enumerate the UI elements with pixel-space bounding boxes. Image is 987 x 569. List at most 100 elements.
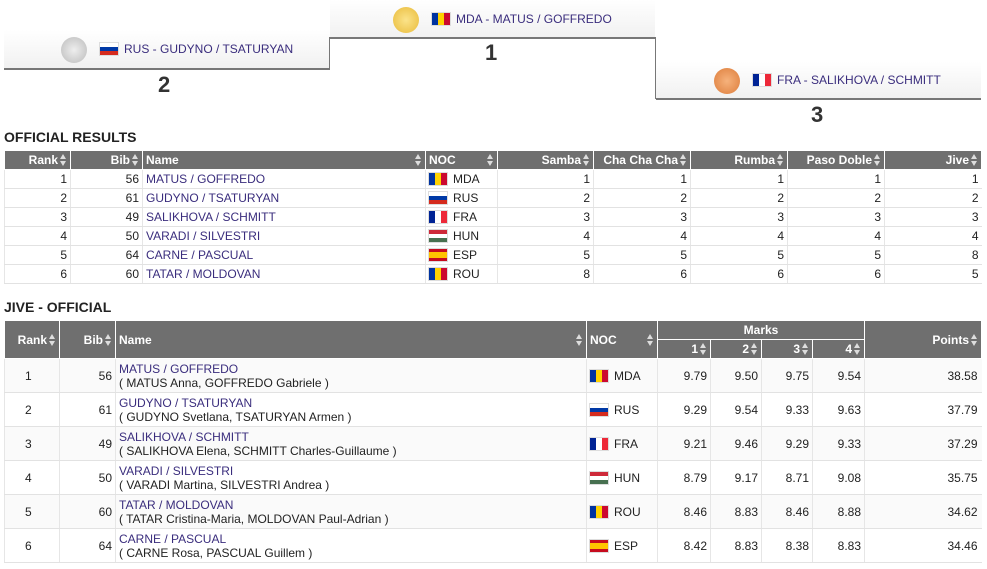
element (680, 154, 687, 166)
flag (590, 539, 608, 552)
label: Points (932, 332, 969, 347)
couple-name[interactable]: GUDYNO / TSATURYAN (119, 395, 253, 410)
label: OFFICIAL RESULTS (4, 129, 137, 145)
members: ( VARADI Martina, SILVESTRI Andrea ) (119, 477, 330, 492)
cell[interactable]: SALIKHOVA / SCHMITT (142, 207, 426, 227)
points: 37.79 (864, 392, 982, 427)
cell: 50 (70, 226, 143, 246)
row: 6 64 CARNE / PASCUAL( CARNE Rosa, PASCUAL … (4, 528, 982, 563)
mark: 8.79 (657, 460, 711, 495)
label: Jive (945, 153, 969, 167)
cell: 5 (690, 245, 788, 265)
row: 6 60 TATAR / MOLDOVAN ROU 8 6 6 6 5 (4, 264, 982, 284)
mark: 9.54 (812, 358, 865, 393)
name-cell: TATAR / MOLDOVAN( TATAR Cristina-Maria, … (115, 494, 587, 529)
cell: 2 (690, 188, 788, 208)
flag (590, 369, 608, 382)
sort-header[interactable]: Rank (4, 150, 71, 170)
group-header: Marks (657, 320, 865, 340)
sort-header[interactable]: NOC (425, 150, 498, 170)
flag (100, 43, 118, 55)
rank: 1 (4, 358, 60, 393)
results-table: Rank Bib Name NOC Samba Cha Cha Cha Rumb… (4, 150, 982, 284)
sort-header[interactable]: Bib (59, 320, 116, 359)
cell: 8 (884, 245, 982, 265)
row: 1 2 3 4 (5, 339, 982, 359)
bib: 61 (59, 392, 116, 427)
cell: 6 (787, 264, 885, 284)
element (751, 343, 758, 355)
row: 3 49 SALIKHOVA / SCHMITT( SALIKHOVA Elena,… (4, 426, 982, 461)
sort-header[interactable]: 4 (812, 339, 865, 359)
cell[interactable]: GUDYNO / TSATURYAN (142, 188, 426, 208)
couple-name[interactable]: SALIKHOVA / SCHMITT (119, 429, 249, 444)
sort-header[interactable]: 3 (761, 339, 813, 359)
members: ( TATAR Cristina-Maria, MOLDOVAN Paul-Ad… (119, 511, 389, 526)
cell: 8 (497, 264, 594, 284)
element (105, 333, 112, 346)
couple-name[interactable]: TATAR / MOLDOVAN (119, 497, 234, 512)
sort-header[interactable]: NOC (586, 320, 658, 359)
couple-name[interactable]: MATUS / GOFFREDO (119, 361, 239, 376)
cell: 3 (497, 207, 594, 227)
sort-header[interactable]: Samba (497, 150, 594, 170)
sort-header[interactable]: Rumba (690, 150, 788, 170)
sort-header[interactable]: 1 (657, 339, 711, 359)
cell: 2 (593, 188, 691, 208)
mark: 9.08 (812, 460, 865, 495)
flag (590, 471, 608, 484)
sort-header[interactable]: 2 (710, 339, 762, 359)
cell[interactable]: CARNE / PASCUAL (142, 245, 426, 265)
cell: 4 (690, 226, 788, 246)
label: 1 (691, 342, 698, 356)
members: ( SALIKHOVA Elena, SCHMITT Charles-Guill… (119, 443, 397, 458)
couple-name[interactable]: VARADI / SILVESTRI (119, 463, 234, 478)
rank: 5 (4, 494, 60, 529)
cell: 3 (593, 207, 691, 227)
sort-header[interactable]: Name (115, 320, 587, 359)
bib: 56 (59, 358, 116, 393)
flag (429, 268, 447, 280)
element (777, 154, 784, 166)
podium-edge (655, 37, 656, 99)
mark: 9.21 (657, 426, 711, 461)
element (971, 333, 978, 346)
name-cell: MATUS / GOFFREDO( MATUS Anna, GOFFREDO G… (115, 358, 587, 393)
cell: 49 (70, 207, 143, 227)
mark: 8.71 (761, 460, 813, 495)
cell: 2 (787, 188, 885, 208)
sort-header[interactable]: Cha Cha Cha (593, 150, 691, 170)
couple-name[interactable]: CARNE / PASCUAL (119, 531, 227, 546)
cell[interactable]: TATAR / MOLDOVAN (142, 264, 426, 284)
bib: 64 (59, 528, 116, 563)
label: 4 (845, 342, 852, 356)
sort-header[interactable]: Bib (70, 150, 143, 170)
sort-header[interactable]: Jive (884, 150, 982, 170)
label: Name (119, 332, 152, 347)
row: 4 50 VARADI / SILVESTRI HUN 4 4 4 4 4 (4, 226, 982, 246)
sort-header[interactable]: Rank (4, 320, 60, 359)
podium-edge (329, 37, 330, 68)
cell[interactable]: VARADI / SILVESTRI (142, 226, 426, 246)
label: Paso Doble (806, 153, 872, 167)
sort-header[interactable]: Paso Doble (787, 150, 885, 170)
element (802, 343, 809, 355)
mark: 9.29 (761, 426, 813, 461)
sort-header[interactable]: Points (864, 320, 982, 359)
bib: 50 (59, 460, 116, 495)
element (60, 154, 67, 166)
cell[interactable]: MATUS / GOFFREDO (142, 169, 426, 189)
element (576, 334, 583, 346)
flag (432, 13, 450, 25)
label: Samba (541, 153, 581, 167)
mark: 9.79 (657, 358, 711, 393)
noc: FRA (453, 210, 477, 224)
podium-second: RUS - GUDYNO / TSATURYAN 2 (4, 30, 330, 97)
sort-header[interactable]: Name (142, 150, 426, 170)
element (874, 154, 881, 166)
label: NOC (429, 153, 456, 167)
cell: 4 (4, 226, 71, 246)
flag (590, 403, 608, 416)
cell: ROU (425, 264, 498, 284)
row: 2 61 GUDYNO / TSATURYAN RUS 2 2 2 2 2 (4, 188, 982, 208)
